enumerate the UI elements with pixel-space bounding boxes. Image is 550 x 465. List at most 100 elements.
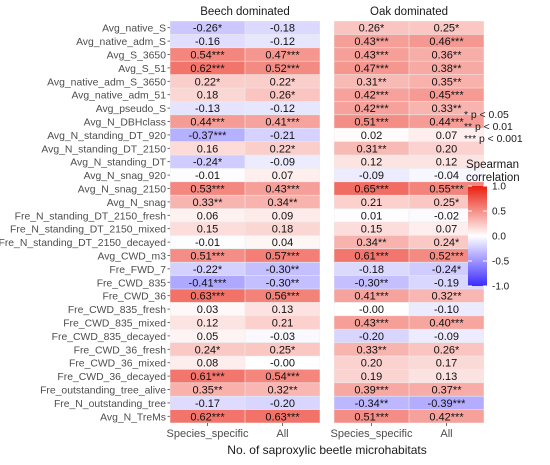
cell-label: 0.01 — [361, 210, 382, 222]
cell-label: -0.01 — [195, 170, 220, 182]
heatmap-cell — [334, 61, 409, 75]
heatmap-cell — [409, 356, 484, 370]
heatmap-cell — [170, 342, 245, 356]
heatmap-cell — [409, 195, 484, 209]
heatmap-cell — [170, 235, 245, 249]
colorbar-title: Spearman — [466, 159, 519, 171]
cell-label: 0.43*** — [354, 36, 389, 48]
heatmap-cell — [334, 115, 409, 128]
heatmap-cell — [170, 182, 245, 195]
heatmap-cell — [334, 383, 409, 396]
heatmap-cell — [334, 141, 409, 155]
heatmap-cell — [170, 369, 245, 383]
heatmap-cell — [409, 21, 484, 35]
row-label: Avg_S_51 — [118, 64, 166, 75]
heatmap-cell — [334, 74, 409, 88]
heatmap-cell — [334, 289, 409, 303]
heatmap-cell — [334, 249, 409, 262]
cell-label: 0.09 — [272, 210, 293, 222]
heatmap-cell — [170, 48, 245, 61]
cell-label: -0.20 — [359, 331, 384, 343]
cell-label: 0.63*** — [265, 411, 300, 423]
cell-label: 0.43*** — [265, 184, 300, 196]
cell-label: 0.54*** — [190, 50, 225, 62]
heatmap-cell — [334, 302, 409, 316]
heatmap-cell — [245, 289, 320, 303]
heatmap-cell — [334, 48, 409, 61]
cell-label: -0.24* — [193, 157, 223, 169]
cell-label: 0.31** — [357, 76, 388, 88]
column-label: All — [276, 428, 288, 440]
cell-label: 0.51*** — [190, 251, 225, 263]
cell-label: 0.32** — [432, 291, 463, 303]
row-label: Avg_N_standing_DT — [70, 158, 166, 169]
cell-label: 0.42*** — [354, 103, 389, 115]
panel-background — [170, 21, 320, 423]
heatmap-cell — [334, 369, 409, 383]
heatmap-cell — [245, 101, 320, 115]
heatmap-cell — [409, 34, 484, 48]
heatmap-cell — [409, 342, 484, 356]
cell-label: 0.33** — [193, 197, 224, 209]
heatmap-cell — [170, 249, 245, 262]
cell-label: 0.44*** — [190, 117, 225, 129]
column-label: All — [440, 428, 452, 440]
cell-label: 0.47*** — [354, 63, 389, 75]
row-label: Avg_S_3650 — [107, 51, 167, 62]
column-label: Species_specific — [167, 428, 249, 440]
cell-label: 0.21 — [361, 197, 382, 209]
cell-label: 0.33** — [357, 344, 388, 356]
colorbar-tick-label: 1.0 — [492, 182, 506, 193]
cell-label: 0.12 — [436, 157, 457, 169]
heatmap-cell — [334, 396, 409, 410]
row-label: Avg_CWD_m3 — [97, 252, 166, 263]
facet-title: Beech dominated — [200, 6, 290, 18]
heatmap-cell — [409, 235, 484, 249]
heatmap-cell — [170, 409, 245, 423]
cell-label: 0.42*** — [354, 90, 389, 102]
row-label: Fre_CWD_835_fresh — [68, 305, 166, 316]
cell-label: 0.63*** — [190, 291, 225, 303]
cell-label: -0.12 — [270, 103, 295, 115]
colorbar — [468, 186, 487, 286]
row-label: Avg_native_adm_S — [76, 37, 166, 48]
cell-label: 0.61*** — [190, 371, 225, 383]
row-label: Fre_CWD_835_decayed — [52, 332, 167, 343]
heatmap-cell — [170, 302, 245, 316]
heatmap-cell — [170, 74, 245, 88]
heatmap-cell — [409, 383, 484, 396]
row-label: Fre_CWD_36 — [102, 292, 166, 303]
heatmap-cell — [245, 316, 320, 329]
heatmap-cell — [245, 329, 320, 343]
row-label: Avg_native_adm_S_3650 — [47, 77, 166, 88]
cell-label: 0.37** — [432, 385, 463, 397]
heatmap-cell — [409, 88, 484, 102]
heatmap-cell — [170, 168, 245, 182]
heatmap-cell — [170, 128, 245, 142]
heatmap-cell — [245, 61, 320, 75]
heatmap-cell — [170, 195, 245, 209]
heatmap-cell — [334, 222, 409, 236]
cell-label: 0.26* — [359, 23, 385, 35]
x-axis-title: No. of saproxylic beetle microhabitats — [227, 443, 426, 457]
heatmap-cell — [170, 316, 245, 329]
heatmap-cell — [334, 155, 409, 169]
cell-label: 0.06 — [197, 210, 218, 222]
cell-label: 0.52*** — [265, 63, 300, 75]
cell-label: 0.02 — [361, 130, 382, 142]
heatmap-cell — [170, 289, 245, 303]
cell-label: 0.08 — [197, 358, 218, 370]
heatmap-cell — [170, 34, 245, 48]
cell-label: 0.32** — [268, 385, 299, 397]
cell-label: 0.19 — [361, 371, 382, 383]
row-label: Avg_N_standing_DT_920 — [47, 131, 166, 142]
heatmap-cell — [334, 88, 409, 102]
heatmap-cell — [334, 356, 409, 370]
heatmap-cell — [170, 141, 245, 155]
heatmap-cell — [409, 302, 484, 316]
row-label: Avg_native_S — [102, 24, 166, 35]
heatmap-cell — [409, 141, 484, 155]
row-label: Fre_CWD_36_decayed — [57, 372, 166, 383]
heatmap-cell — [245, 275, 320, 289]
heatmap-cell — [334, 235, 409, 249]
